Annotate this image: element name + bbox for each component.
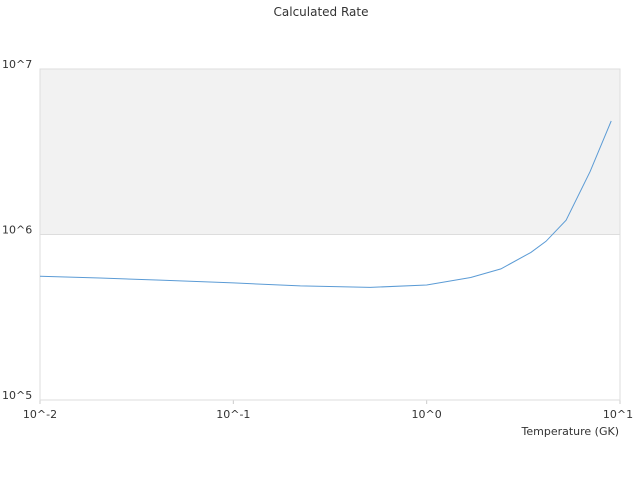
x-tick-label: 10^1 xyxy=(603,408,633,421)
y-tick-label: 10^7 xyxy=(2,58,32,71)
plot-frame xyxy=(39,68,621,401)
x-axis-label: Temperature (GK) xyxy=(521,425,620,438)
x-tick-label: 10^-1 xyxy=(216,408,250,421)
grid-band xyxy=(40,69,620,235)
data-line xyxy=(39,120,612,288)
y-tick-label: 10^6 xyxy=(2,224,32,237)
y-tick-label: 10^5 xyxy=(2,389,32,402)
x-tick-label: 10^0 xyxy=(412,408,442,421)
chart-title: Calculated Rate xyxy=(274,5,369,19)
x-tick-label: 10^-2 xyxy=(23,408,57,421)
